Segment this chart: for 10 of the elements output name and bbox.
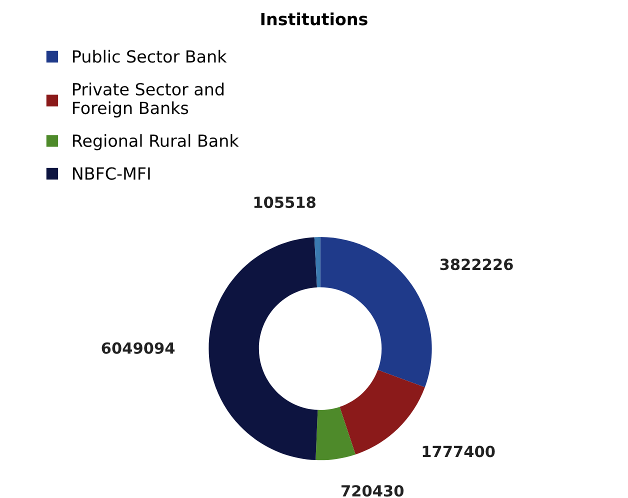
legend-label: Private Sector and Foreign Banks <box>73 82 224 118</box>
legend-label: NBFC-MFI <box>73 167 150 180</box>
data-label: 6049094 <box>102 342 175 354</box>
legend-label: Public Sector Bank <box>73 50 227 63</box>
data-label: 720430 <box>342 485 404 497</box>
legend-label: Regional Rural Bank <box>73 134 239 150</box>
chart-title: Institutions <box>261 12 368 26</box>
data-label: 1777400 <box>422 446 495 458</box>
data-label: 3822226 <box>440 258 513 270</box>
data-label: 105518 <box>254 196 316 208</box>
